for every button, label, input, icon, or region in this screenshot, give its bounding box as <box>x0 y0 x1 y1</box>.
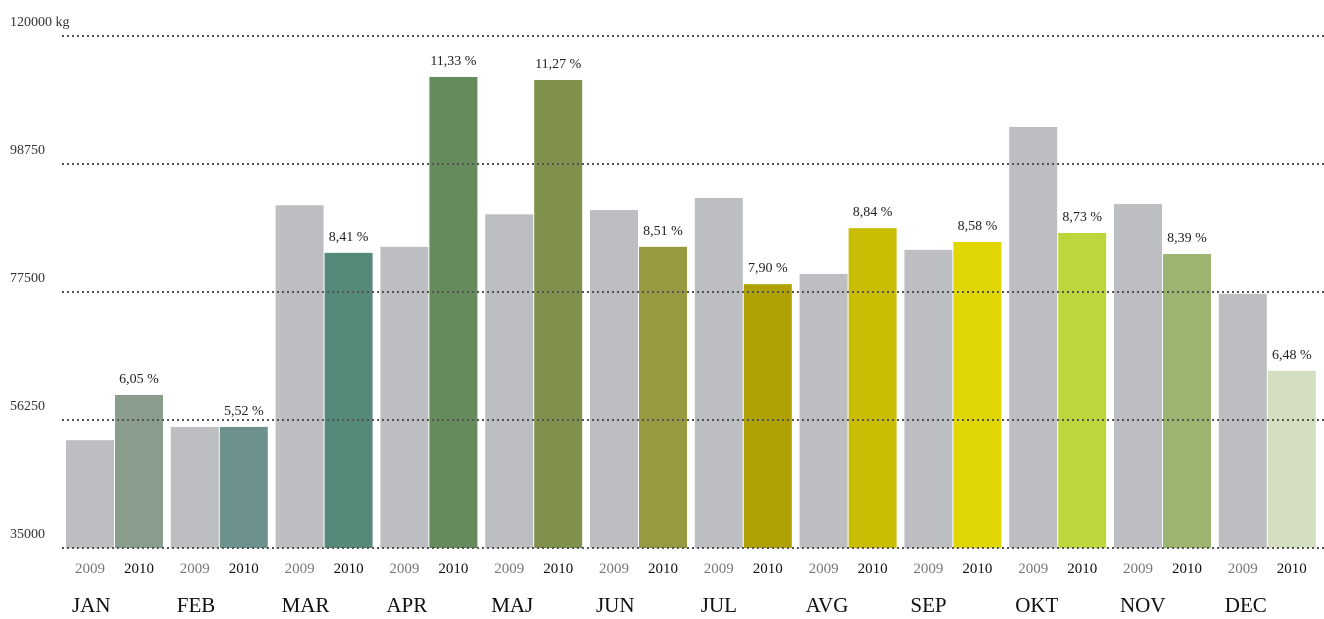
bar <box>799 273 848 548</box>
percent-label: 8,41 % <box>329 230 369 245</box>
bar <box>324 252 373 549</box>
percent-label: 6,48 % <box>1272 348 1312 363</box>
month-label: NOV <box>1120 593 1166 617</box>
year-label: 2010 <box>962 561 992 577</box>
bar <box>485 214 534 549</box>
month-label: MAJ <box>491 593 533 617</box>
percent-label: 8,39 % <box>1167 231 1207 246</box>
bar <box>1114 204 1162 549</box>
month-label: FEB <box>177 593 216 617</box>
year-label: 2009 <box>494 561 524 577</box>
year-label: 2010 <box>334 561 364 577</box>
percent-label: 11,27 % <box>535 57 581 72</box>
year-label: 2009 <box>913 561 943 577</box>
year-label: 2009 <box>809 561 839 577</box>
year-label: 2010 <box>1067 561 1097 577</box>
month-label: AVG <box>806 593 849 617</box>
year-label: 2010 <box>858 561 888 577</box>
year-label: 2010 <box>753 561 783 577</box>
year-label: 2009 <box>1228 561 1258 577</box>
month-label: JUN <box>596 593 635 617</box>
y-tick-label: 56250 <box>10 399 45 414</box>
month-label: JAN <box>72 593 111 617</box>
bar <box>115 395 163 548</box>
percent-label: 8,84 % <box>853 205 893 220</box>
year-label: 2010 <box>1172 561 1202 577</box>
percent-label: 8,51 % <box>643 224 683 239</box>
year-label: 2009 <box>704 561 734 577</box>
bar <box>639 246 687 548</box>
bar <box>694 198 743 548</box>
bar <box>953 242 1002 548</box>
percent-label: 5,52 % <box>224 404 264 419</box>
bar <box>534 79 583 548</box>
bar <box>429 76 478 549</box>
month-label: JUL <box>701 593 737 617</box>
y-tick-label: 35000 <box>10 527 45 542</box>
bar <box>380 246 429 548</box>
percent-label: 6,05 % <box>119 372 159 387</box>
bar <box>1267 370 1316 548</box>
percent-label: 8,73 % <box>1062 210 1102 225</box>
year-label: 2010 <box>124 561 154 577</box>
year-label: 2009 <box>1123 561 1153 577</box>
month-label: OKT <box>1015 593 1058 617</box>
year-label: 2009 <box>285 561 315 577</box>
percent-label: 7,90 % <box>748 261 788 276</box>
year-label: 2010 <box>229 561 259 577</box>
year-label: 2009 <box>599 561 629 577</box>
bar <box>219 426 268 548</box>
bar <box>904 249 953 548</box>
y-tick-label: 98750 <box>10 143 45 158</box>
percent-label: 11,33 % <box>430 54 476 69</box>
bar <box>66 440 114 548</box>
bar <box>170 426 219 548</box>
year-label: 2009 <box>180 561 210 577</box>
bar <box>1009 126 1058 548</box>
month-label: SEP <box>910 593 946 617</box>
year-label: 2010 <box>648 561 678 577</box>
bar <box>275 205 324 548</box>
bar <box>1058 232 1107 548</box>
y-tick-label: 77500 <box>10 271 45 286</box>
year-label: 2009 <box>389 561 419 577</box>
bar <box>590 210 638 548</box>
year-label: 2009 <box>1018 561 1048 577</box>
percent-label: 8,58 % <box>958 219 998 234</box>
year-label: 2010 <box>438 561 468 577</box>
year-label: 2010 <box>1277 561 1307 577</box>
year-label: 2009 <box>75 561 105 577</box>
bar <box>848 228 897 549</box>
year-label: 2010 <box>543 561 573 577</box>
bar <box>1163 254 1211 548</box>
month-label: APR <box>386 593 427 617</box>
month-label: MAR <box>282 593 330 617</box>
month-label: DEC <box>1225 593 1267 617</box>
bar <box>743 284 792 548</box>
y-tick-label: 120000 kg <box>10 15 70 30</box>
